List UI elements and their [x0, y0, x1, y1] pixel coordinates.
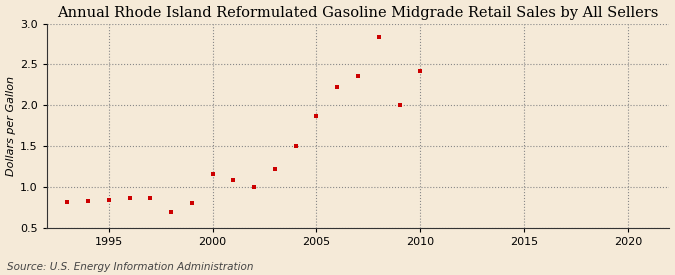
Title: Annual Rhode Island Reformulated Gasoline Midgrade Retail Sales by All Sellers: Annual Rhode Island Reformulated Gasolin…: [57, 6, 659, 20]
Text: Source: U.S. Energy Information Administration: Source: U.S. Energy Information Administ…: [7, 262, 253, 272]
Y-axis label: Dollars per Gallon: Dollars per Gallon: [5, 76, 16, 176]
